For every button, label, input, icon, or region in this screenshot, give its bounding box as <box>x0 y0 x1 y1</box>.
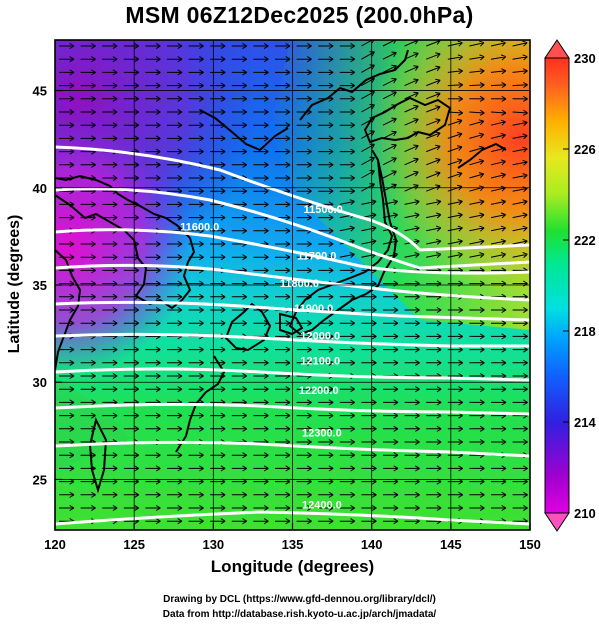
wind-vector-row <box>59 465 528 472</box>
x-axis-title: Longitude (degrees) <box>210 557 375 576</box>
contour-label: 12000.0 <box>300 330 340 342</box>
contour-label: 11800.0 <box>280 278 319 290</box>
y-tick-label: 45 <box>33 84 47 99</box>
contour-label: 12200.0 <box>299 385 339 397</box>
coastline-hokkaido <box>363 96 452 144</box>
contour-line <box>55 145 530 252</box>
wind-vector-row <box>59 386 528 393</box>
colorbar-tick-label: 218 <box>574 324 596 339</box>
x-axis: 120 125 130 135 140 145 150 <box>44 523 541 552</box>
x-tick-label: 140 <box>361 537 383 552</box>
coastline-shikoku <box>279 312 304 336</box>
wind-vector-row <box>59 491 528 498</box>
coastline-primorye <box>199 109 289 152</box>
x-tick-label: 145 <box>440 537 462 552</box>
contour-line <box>55 263 530 302</box>
coastline-ryukyu <box>175 355 226 453</box>
wind-vector-row <box>59 238 528 248</box>
y-axis-title: Latitude (degrees) <box>6 214 23 354</box>
colorbar-lower-arrow <box>544 512 570 532</box>
x-tick-label: 130 <box>202 537 224 552</box>
contour-label: 12100.0 <box>300 356 340 368</box>
contour-line <box>55 332 530 348</box>
x-tick-label: 150 <box>519 537 541 552</box>
coastline-russia <box>299 49 409 121</box>
contour-line <box>55 402 530 416</box>
y-tick-label: 25 <box>33 472 47 487</box>
colorbar-ticks: 230 226 222 218 214 210 <box>563 51 596 521</box>
y-axis: 25 30 35 40 45 <box>33 84 62 487</box>
wind-vector-row <box>59 40 528 50</box>
colorbar-tick-label: 214 <box>574 415 596 430</box>
contour-line <box>55 228 530 275</box>
contour-line <box>55 187 530 270</box>
wind-vector-row <box>59 478 528 485</box>
coastline-kuril <box>457 142 507 169</box>
map-title: MSM 06Z12Dec2025 (200.0hPa) <box>125 2 474 28</box>
wind-vector-row <box>59 320 528 327</box>
colorbar-scale <box>544 57 570 514</box>
y-tick-label: 40 <box>33 181 47 196</box>
wind-vector-row <box>59 346 528 353</box>
contour-label: 11900.0 <box>294 303 333 315</box>
y-tick-label: 35 <box>33 278 47 293</box>
contour-labels: 11500.0 11600.0 11700.0 11800.0 11900.0 12000… <box>180 204 343 512</box>
drawing-credit: Drawing by DCL (https://www.gfd-dennou.o… <box>163 594 436 605</box>
contour-line <box>55 367 530 382</box>
x-tick-label: 120 <box>44 537 66 552</box>
x-tick-label: 125 <box>123 537 145 552</box>
wind-vector-row <box>59 199 528 208</box>
wind-vector-row <box>59 412 528 419</box>
colorbar-tick-label: 226 <box>574 142 596 157</box>
coastline-china <box>55 249 82 371</box>
wind-vector-row <box>59 425 528 432</box>
contour-line <box>55 440 530 458</box>
contour-label: 12400.0 <box>302 500 342 512</box>
y-tick-label: 30 <box>33 375 47 390</box>
contour-line <box>55 510 530 526</box>
geopotential-contours <box>55 145 530 526</box>
colorbar-tick-label: 222 <box>574 233 596 248</box>
colorbar-tick-label: 230 <box>574 51 596 66</box>
wind-vector-row <box>59 504 528 512</box>
coastlines <box>55 49 507 494</box>
contour-label: 11500.0 <box>304 204 343 216</box>
map-grid <box>55 40 530 530</box>
coastline-honshu <box>288 149 398 336</box>
x-tick-label: 135 <box>282 537 304 552</box>
colorbar: 230 226 222 218 214 210 <box>544 39 596 532</box>
contour-label: 11700.0 <box>297 251 336 263</box>
wind-vector-row <box>59 359 528 366</box>
colorbar-tick-label: 210 <box>574 506 596 521</box>
coastline-kyushu <box>224 302 272 352</box>
contour-line <box>55 300 530 322</box>
contour-label: 12300.0 <box>302 428 342 440</box>
contour-label: 11600.0 <box>180 222 219 234</box>
data-credit: Data from http://database.rish.kyoto-u.a… <box>162 609 437 620</box>
colorbar-upper-arrow <box>544 39 570 59</box>
wind-vector-row <box>59 452 528 459</box>
